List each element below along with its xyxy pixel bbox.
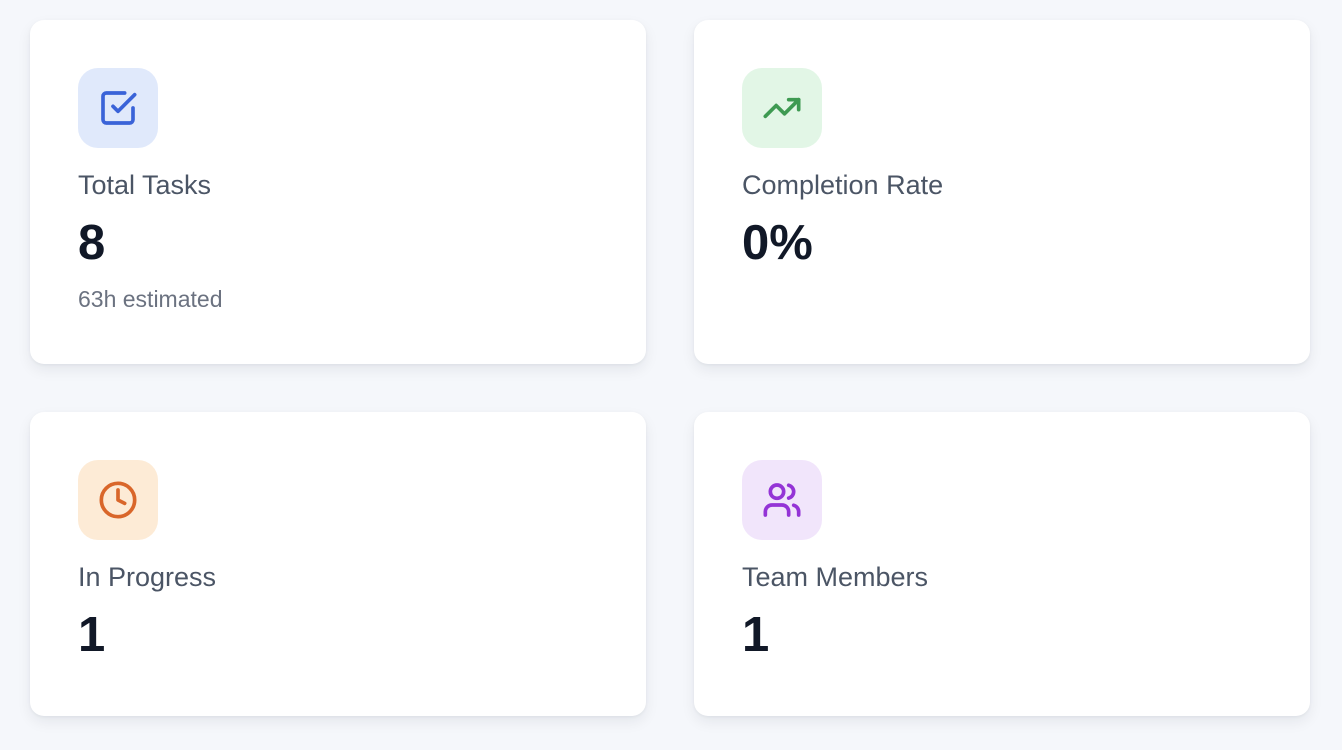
stat-value: 0%	[742, 216, 813, 270]
stat-value: 8	[78, 216, 106, 270]
stat-card-total-tasks: Total Tasks 8 63h estimated	[30, 20, 646, 364]
stat-card-team-members: Team Members 1	[694, 412, 1310, 716]
stat-card-completion-rate: Completion Rate 0%	[694, 20, 1310, 364]
stat-value: 1	[78, 608, 106, 662]
stat-label: Total Tasks	[78, 170, 212, 200]
trending-up-icon	[742, 68, 822, 148]
stat-subtext: 63h estimated	[78, 286, 223, 312]
stat-label: Completion Rate	[742, 170, 944, 200]
stat-label: Team Members	[742, 562, 929, 592]
stat-label: In Progress	[78, 562, 217, 592]
users-icon	[742, 460, 822, 540]
stat-value: 1	[742, 608, 770, 662]
clock-icon	[78, 460, 158, 540]
checkbox-icon	[78, 68, 158, 148]
stat-card-in-progress: In Progress 1	[30, 412, 646, 716]
